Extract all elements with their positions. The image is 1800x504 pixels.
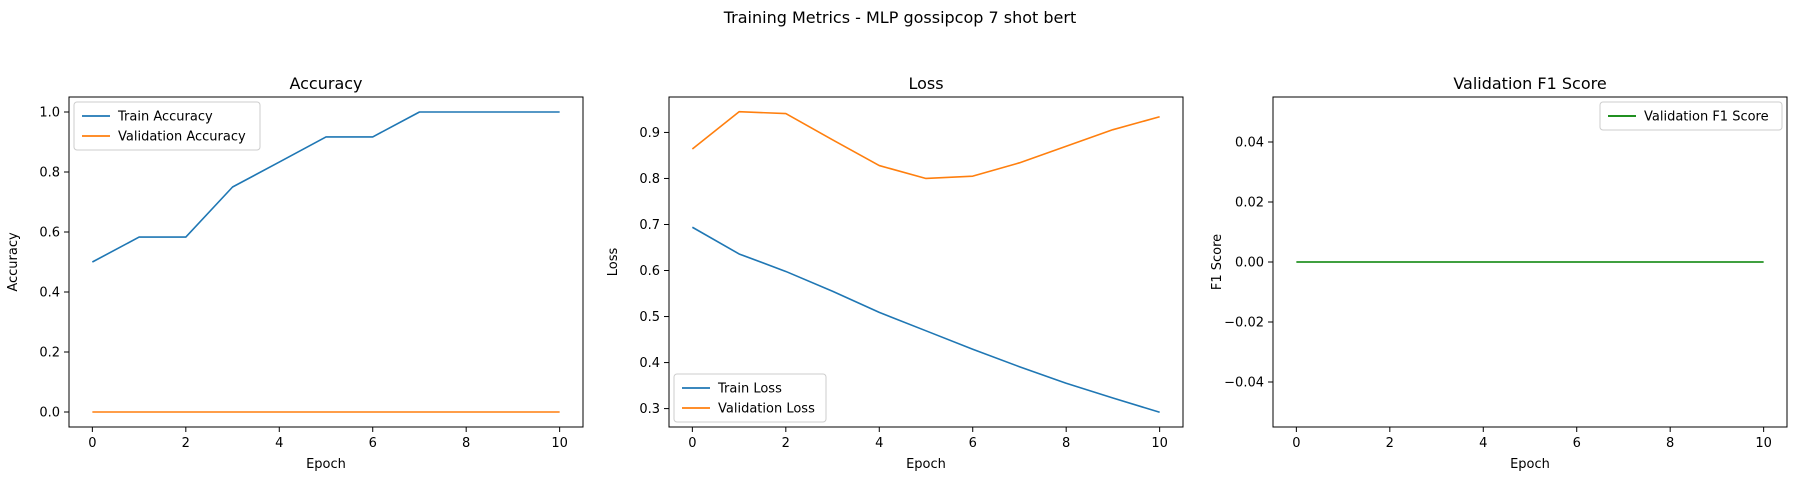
y-axis-label: Loss	[606, 248, 621, 277]
x-tick-label: 8	[1666, 436, 1674, 451]
chart-1: Accuracy 0 2 4 6 8 10 0.0 0.2 0.4 0.6 0.8 1.0 Epoch Ac…	[6, 74, 584, 472]
chart-title: Accuracy	[289, 74, 362, 93]
legend-box	[673, 373, 827, 423]
legend-label: Train Accuracy	[117, 110, 213, 125]
x-tick-label: 10	[551, 436, 568, 451]
x-tick-label: 0	[688, 436, 696, 451]
x-tick-label: 2	[782, 436, 790, 451]
y-axis-label: F1 Score	[1210, 234, 1225, 290]
y-tick-label: 0.7	[639, 218, 660, 233]
y-axis-label: Accuracy	[6, 232, 21, 292]
x-tick-label: 4	[1479, 436, 1487, 451]
chart-3: Validation F1 Score 0 2 4 6 8 10 −0.04 −0.02 0.00…	[1210, 74, 1788, 472]
legend-label: Validation Accuracy	[118, 130, 246, 145]
legend-label: Train Loss	[717, 382, 782, 397]
plot-frame	[1272, 96, 1788, 428]
y-tick-label: 0.8	[639, 172, 660, 187]
y-tick-label: 0.2	[39, 346, 60, 361]
y-tick-label: 0.4	[639, 356, 660, 371]
y-tick-label: −0.04	[1224, 376, 1264, 391]
series-line-train-loss	[691, 226, 1160, 414]
x-tick-label: 6	[969, 436, 977, 451]
legend-box	[73, 101, 261, 151]
y-tick-label: 0.6	[39, 226, 60, 241]
y-tick-label: 0.4	[39, 286, 60, 301]
x-tick-label: 8	[462, 436, 470, 451]
legend-box	[1599, 101, 1783, 131]
x-tick-label: 4	[875, 436, 883, 451]
chart-title: Loss	[908, 74, 943, 93]
y-tick-label: 0.3	[639, 402, 660, 417]
x-axis-label: Epoch	[906, 457, 946, 472]
y-tick-label: 0.8	[39, 166, 60, 181]
x-tick-label: 6	[369, 436, 377, 451]
y-tick-label: −0.02	[1224, 316, 1264, 331]
chart-2: Loss 0 2 4 6 8 10 0.3 0.4 0.5 0.6 0.7 0.8 0.9 Epoch Los…	[606, 74, 1184, 472]
plot-frame	[668, 96, 1184, 428]
chart-title: Validation F1 Score	[1453, 74, 1606, 93]
x-tick-label: 10	[1755, 436, 1772, 451]
y-tick-label: 0.9	[639, 126, 660, 141]
y-tick-label: 0.0	[39, 406, 60, 421]
x-tick-label: 2	[182, 436, 190, 451]
y-tick-label: 0.6	[639, 264, 660, 279]
x-tick-label: 0	[88, 436, 96, 451]
x-tick-label: 10	[1151, 436, 1168, 451]
y-tick-label: 1.0	[39, 106, 60, 121]
x-axis-label: Epoch	[1510, 457, 1550, 472]
series-line-validation-loss	[691, 110, 1160, 180]
x-tick-label: 8	[1062, 436, 1070, 451]
legend-label: Validation Loss	[718, 402, 815, 417]
y-tick-label: 0.5	[639, 310, 660, 325]
x-tick-label: 2	[1386, 436, 1394, 451]
plot-frame	[68, 96, 584, 428]
y-tick-label: 0.04	[1235, 136, 1264, 151]
figure-suptitle: Training Metrics - MLP gossipcop 7 shot …	[723, 8, 1077, 27]
legend: Train Accuracy Validation Accuracy	[73, 101, 261, 151]
legend-label: Validation F1 Score	[1644, 110, 1769, 125]
legend: Validation F1 Score	[1599, 101, 1783, 131]
y-tick-label: 0.02	[1235, 196, 1264, 211]
series-line-train-accuracy	[91, 111, 560, 263]
x-tick-label: 6	[1573, 436, 1581, 451]
legend: Train Loss Validation Loss	[673, 373, 827, 423]
x-tick-label: 4	[275, 436, 283, 451]
x-axis-label: Epoch	[306, 457, 346, 472]
y-tick-label: 0.00	[1235, 256, 1264, 271]
x-tick-label: 0	[1292, 436, 1300, 451]
